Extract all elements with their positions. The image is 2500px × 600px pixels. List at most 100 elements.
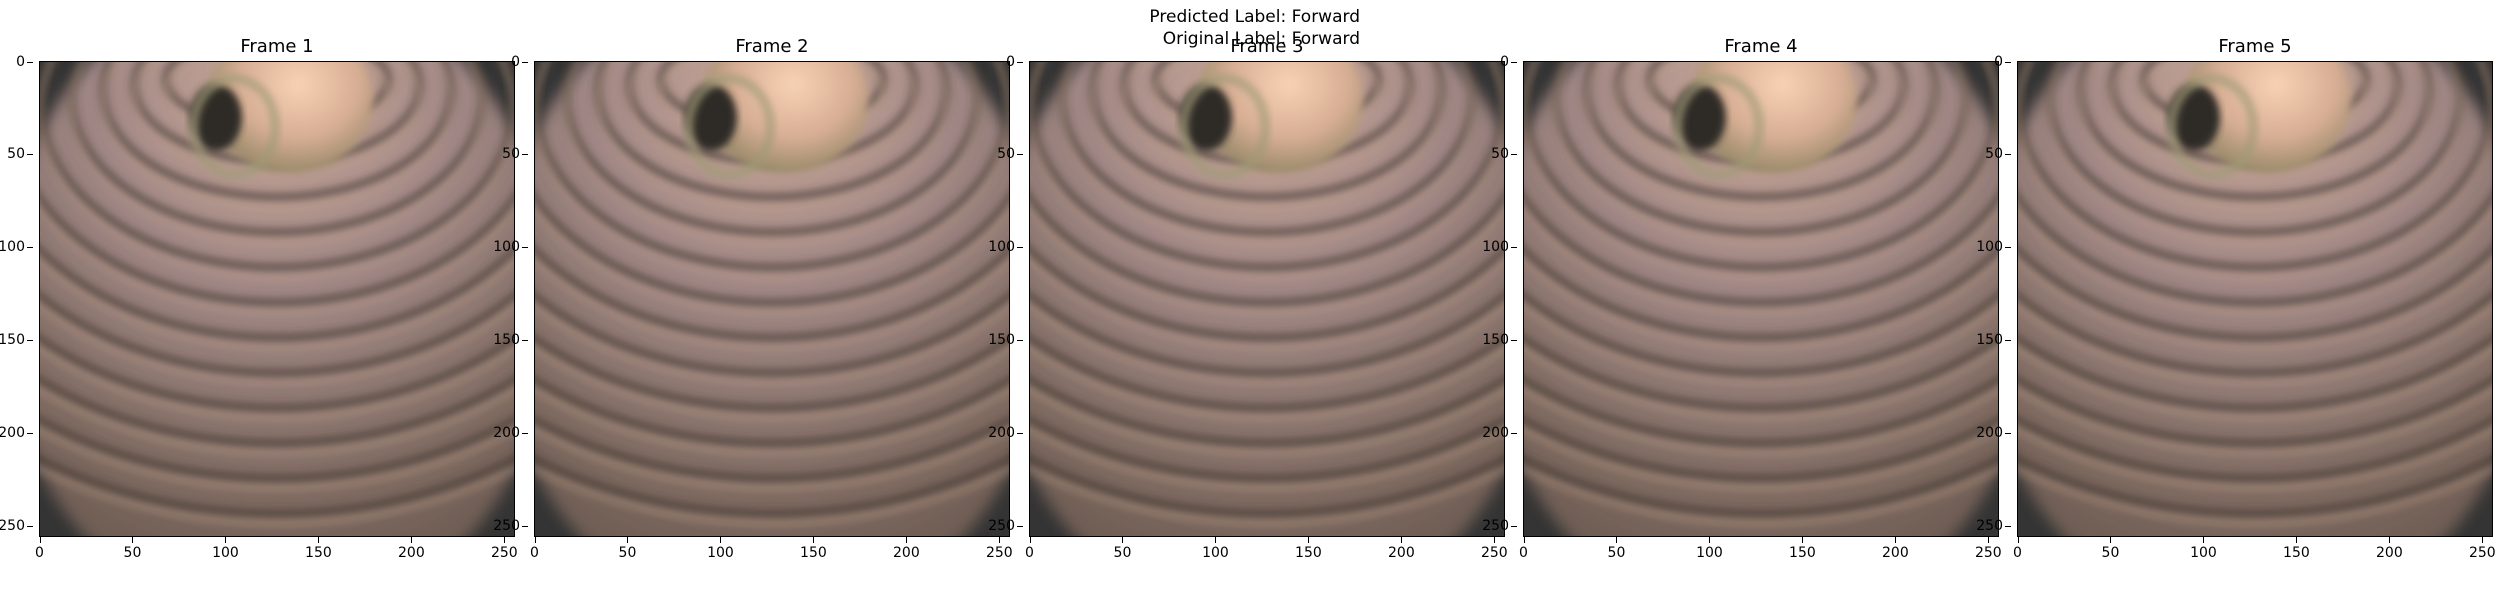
x-tick: [2296, 537, 2298, 543]
y-tick: [1511, 433, 1517, 435]
frame-panel-5: Frame 5 0 50 100 150 200 250 0 50 100 150 200 250: [1976, 0, 2496, 600]
x-tick: [2203, 537, 2205, 543]
y-tick-label: 0: [1006, 53, 1015, 70]
y-tick-label: 200: [493, 425, 520, 442]
x-tick-label: 150: [1295, 545, 1322, 561]
x-tick: [1802, 537, 1804, 543]
x-tick-label: 50: [2101, 545, 2120, 561]
x-tick: [2017, 537, 2019, 543]
y-tick-label: 250: [493, 518, 520, 535]
y-tick-label: 200: [988, 425, 1015, 442]
x-tick-label: 50: [123, 545, 142, 561]
y-tick-label: 250: [1482, 518, 1509, 535]
x-tick-label: 0: [35, 545, 44, 561]
x-tick: [132, 537, 134, 543]
x-axis: 0 50 100 150 200 250: [1025, 537, 1508, 567]
y-tick: [27, 526, 33, 528]
y-tick-label: 50: [1985, 146, 2003, 163]
y-tick-label: 150: [988, 332, 1015, 349]
y-tick-label: 250: [0, 518, 25, 535]
y-axis: 0 50 100 150 200 250: [1482, 55, 1523, 537]
x-tick-label: 100: [212, 545, 239, 561]
endoscopy-frame-image: [1029, 61, 1505, 537]
y-tick-label: 150: [493, 332, 520, 349]
frame-panel-4: Frame 4 0 50 100 150 200 250 0 50 100 150 200 250: [1482, 0, 2002, 600]
frame-title: Frame 3: [1230, 36, 1304, 57]
x-tick: [39, 537, 41, 543]
y-axis: 0 50 100 150 200 250: [1976, 55, 2017, 537]
y-tick-label: 200: [1482, 425, 1509, 442]
y-tick: [522, 247, 528, 249]
y-tick: [522, 526, 528, 528]
y-tick: [1017, 247, 1023, 249]
predicted-label-text: Predicted Label: Forward: [1149, 7, 1360, 27]
x-tick-label: 100: [2190, 545, 2217, 561]
y-tick: [27, 247, 33, 249]
y-tick-label: 50: [997, 146, 1015, 163]
frame-title: Frame 1: [240, 36, 314, 57]
x-tick: [225, 537, 227, 543]
x-tick: [1895, 537, 1897, 543]
x-tick: [813, 537, 815, 543]
y-tick: [27, 340, 33, 342]
y-tick-label: 150: [1482, 332, 1509, 349]
y-axis: 0 50 100 150 200 250: [493, 55, 534, 537]
y-tick: [1017, 526, 1023, 528]
y-tick: [522, 433, 528, 435]
x-tick-label: 250: [1974, 545, 2002, 561]
y-tick-label: 100: [988, 239, 1015, 256]
frame-panel-1: Frame 1 0 50 100 150 200 250 0 50 100 150 200 250: [0, 0, 518, 600]
x-tick-label: 150: [800, 545, 827, 561]
y-tick: [1511, 154, 1517, 156]
x-tick: [504, 537, 506, 543]
x-axis: 0 50 100 150 200 250: [1519, 537, 2002, 567]
x-tick: [906, 537, 908, 543]
x-tick-label: 200: [1882, 545, 1909, 561]
y-tick: [2005, 61, 2011, 63]
original-label-text: Original Label: Forward: [1162, 29, 1360, 49]
x-tick: [411, 537, 413, 543]
x-axis: 0 50 100 150 200 250: [35, 537, 518, 567]
x-tick-label: 100: [707, 545, 734, 561]
frame-panel-2: Frame 2 0 50 100 150 200 250 0 50 100 150 200 250: [493, 0, 1013, 600]
frame-title: Frame 5: [2218, 36, 2292, 57]
y-tick: [2005, 340, 2011, 342]
y-tick-label: 150: [0, 332, 25, 349]
x-tick-label: 0: [530, 545, 539, 561]
frame-panel-3: Frame 3 0 50 100 150 200 250 0 50 100 150 200 250: [988, 0, 1508, 600]
y-tick: [1017, 340, 1023, 342]
y-tick: [1511, 340, 1517, 342]
y-tick: [27, 154, 33, 156]
y-tick-label: 200: [0, 425, 25, 442]
frame-title: Frame 4: [1724, 36, 1798, 57]
y-tick: [522, 340, 528, 342]
x-tick-label: 200: [893, 545, 920, 561]
endoscopy-frame-image: [534, 61, 1010, 537]
x-tick: [999, 537, 1001, 543]
x-tick-label: 200: [2376, 545, 2403, 561]
x-tick: [2482, 537, 2484, 543]
x-tick: [1494, 537, 1496, 543]
x-tick-label: 50: [1113, 545, 1132, 561]
y-tick: [27, 433, 33, 435]
y-tick-label: 100: [493, 239, 520, 256]
y-tick: [2005, 247, 2011, 249]
x-tick: [318, 537, 320, 543]
endoscopy-frame-image: [1523, 61, 1999, 537]
y-tick: [1511, 526, 1517, 528]
x-tick: [1308, 537, 1310, 543]
y-tick-label: 250: [1976, 518, 2003, 535]
x-tick: [2389, 537, 2391, 543]
x-tick-label: 0: [1025, 545, 1034, 561]
y-tick: [27, 61, 33, 63]
x-tick-label: 100: [1202, 545, 1229, 561]
y-tick: [1017, 61, 1023, 63]
y-tick-label: 250: [988, 518, 1015, 535]
y-tick: [522, 61, 528, 63]
y-tick: [1017, 154, 1023, 156]
x-axis: 0 50 100 150 200 250: [2013, 537, 2496, 567]
y-tick-label: 100: [0, 239, 25, 256]
x-tick: [534, 537, 536, 543]
x-tick-label: 50: [1607, 545, 1626, 561]
x-axis: 0 50 100 150 200 250: [530, 537, 1013, 567]
